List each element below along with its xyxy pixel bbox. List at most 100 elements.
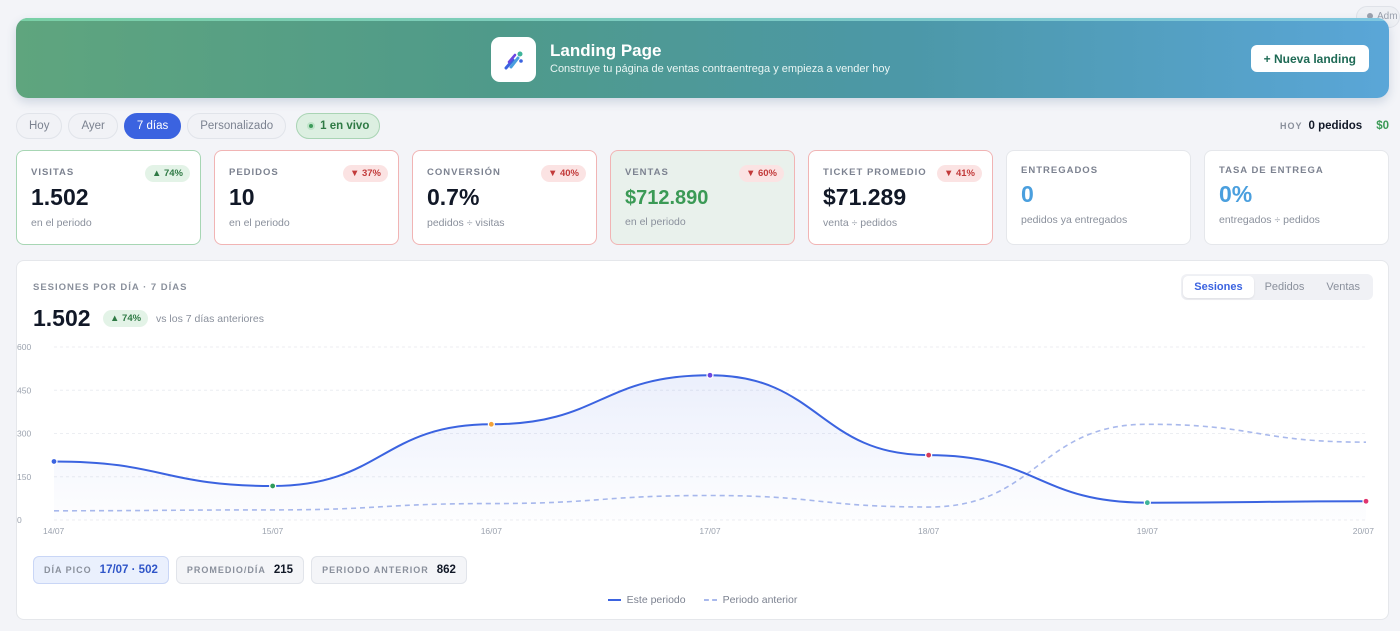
chart-total: 1.502: [33, 305, 91, 331]
kpi-label: CONVERSIÓN: [427, 167, 501, 178]
stat-previous-period: PERIODO ANTERIOR 862: [311, 556, 467, 584]
kpi-value: $71.289: [823, 184, 907, 210]
new-landing-button[interactable]: + Nueva landing: [1250, 45, 1369, 72]
data-point: [925, 451, 933, 459]
today-summary: HOY 0 pedidos $0: [1280, 120, 1389, 132]
filter-custom[interactable]: Personalizado: [187, 113, 287, 139]
kpi-subtitle: pedidos ya entregados: [1021, 214, 1128, 226]
x-tick-label: 19/07: [1137, 526, 1159, 536]
date-filter-bar: Hoy Ayer 7 días Personalizado 1 en vivo: [16, 113, 381, 139]
banner-title: Landing Page: [550, 41, 662, 60]
kpi-label: VISITAS: [31, 167, 75, 178]
data-point: [487, 420, 495, 428]
kpi-value: 1.502: [31, 184, 89, 210]
filter-yesterday[interactable]: Ayer: [68, 113, 118, 139]
kpi-subtitle: en el periodo: [625, 216, 686, 228]
kpi-card-conversion[interactable]: CONVERSIÓN ▼ 40% 0.7% pedidos ÷ visitas: [412, 150, 597, 245]
data-point: [269, 482, 277, 490]
legend-current-label: Este periodo: [626, 594, 686, 606]
kpi-trend-badge: ▼ 41%: [936, 165, 982, 182]
filter-today[interactable]: Hoy: [16, 113, 63, 139]
series-current-area: [54, 375, 1366, 520]
kpi-value: 0%: [1219, 181, 1253, 207]
stat-value: 17/07 · 502: [99, 564, 158, 576]
chart-comparison-text: vs los 7 días anteriores: [156, 313, 264, 325]
kpi-label: PEDIDOS: [229, 167, 279, 178]
kpi-value: $712.890: [625, 187, 709, 209]
kpi-label: TICKET PROMEDIO: [823, 167, 927, 178]
data-point: [1143, 499, 1151, 507]
y-tick-label: 0: [17, 515, 22, 525]
kpi-trend-badge: ▼ 60%: [738, 165, 784, 182]
stat-label: PROMEDIO/DÍA: [186, 565, 266, 575]
legend-current[interactable]: Este periodo: [607, 594, 686, 606]
y-tick-label: 600: [17, 342, 31, 352]
legend-previous[interactable]: Periodo anterior: [703, 594, 798, 606]
metric-toggle: Sesiones Pedidos Ventas: [1181, 274, 1373, 300]
kpi-trend-badge: ▲ 74%: [144, 165, 190, 182]
x-tick-label: 20/07: [1353, 526, 1375, 536]
chart-stats: DÍA PICO 17/07 · 502 PROMEDIO/DÍA 215 PE…: [33, 556, 467, 584]
kpi-subtitle: entregados ÷ pedidos: [1219, 214, 1320, 226]
stat-value: 862: [436, 564, 456, 576]
live-count: 1 en vivo: [320, 120, 370, 132]
kpi-card-tasa-entrega[interactable]: TASA DE ENTREGA 0% entregados ÷ pedidos: [1204, 150, 1389, 245]
tab-sesiones[interactable]: Sesiones: [1183, 276, 1254, 298]
kpi-card-pedidos[interactable]: PEDIDOS ▼ 37% 10 en el periodo: [214, 150, 399, 245]
x-tick-label: 15/07: [262, 526, 284, 536]
kpi-subtitle: en el periodo: [31, 217, 92, 229]
today-amount: $0: [1376, 120, 1389, 132]
kpi-card-ventas[interactable]: VENTAS ▼ 60% $712.890 en el periodo: [610, 150, 795, 245]
today-label: HOY: [1280, 121, 1303, 131]
filter-7-days[interactable]: 7 días: [123, 113, 182, 139]
kpi-value: 0: [1021, 181, 1034, 207]
x-tick-label: 14/07: [43, 526, 65, 536]
kpi-subtitle: en el periodo: [229, 217, 290, 229]
kpi-trend-badge: ▼ 37%: [342, 165, 388, 182]
kpi-row: VISITAS ▲ 74% 1.502 en el periodo PEDIDO…: [16, 150, 1389, 245]
data-point: [50, 457, 58, 466]
legend-previous-label: Periodo anterior: [722, 594, 798, 606]
landing-banner: Landing Page Construye tu página de vent…: [16, 18, 1389, 98]
data-point: [706, 371, 714, 379]
kpi-subtitle: pedidos ÷ visitas: [427, 217, 505, 229]
data-point: [1362, 497, 1370, 505]
stat-peak-day: DÍA PICO 17/07 · 502: [33, 556, 169, 584]
x-tick-label: 16/07: [481, 526, 503, 536]
admin-status-dot: [1367, 13, 1373, 20]
chart-legend: Este periodo Periodo anterior: [17, 594, 1388, 606]
kpi-value: 10: [229, 184, 255, 210]
x-tick-label: 18/07: [918, 526, 940, 536]
stat-daily-average: PROMEDIO/DÍA 215: [175, 556, 305, 584]
kpi-subtitle: venta ÷ pedidos: [823, 217, 898, 229]
live-dot-icon: [307, 122, 316, 130]
kpi-card-ticket-promedio[interactable]: TICKET PROMEDIO ▼ 41% $71.289 venta ÷ pe…: [808, 150, 993, 245]
landing-logo-icon: [491, 37, 536, 82]
kpi-trend-badge: ▼ 40%: [540, 165, 586, 182]
x-tick-label: 17/07: [699, 526, 721, 536]
tab-pedidos[interactable]: Pedidos: [1254, 276, 1316, 298]
stat-value: 215: [273, 564, 294, 576]
tab-ventas[interactable]: Ventas: [1315, 276, 1371, 298]
chart-trend-badge: ▲ 74%: [103, 310, 149, 327]
sessions-chart-panel: SESIONES POR DÍA · 7 DÍAS 1.502 ▲ 74% vs…: [16, 260, 1389, 620]
kpi-card-visitas[interactable]: VISITAS ▲ 74% 1.502 en el periodo: [16, 150, 201, 245]
y-tick-label: 300: [17, 429, 31, 439]
kpi-label: ENTREGADOS: [1021, 165, 1099, 176]
y-tick-label: 450: [17, 385, 31, 395]
chart-section-label: SESIONES POR DÍA · 7 DÍAS: [33, 282, 188, 293]
banner-subtitle: Construye tu página de ventas contraentr…: [550, 63, 890, 75]
kpi-value: 0.7%: [427, 184, 480, 210]
admin-label: Adm: [1377, 11, 1398, 22]
stat-label: PERIODO ANTERIOR: [322, 565, 429, 575]
sessions-line-chart: 0 150 300 450 600 14/07 15/07 16/07 17/07 18/07 19…: [17, 342, 1375, 536]
y-tick-label: 150: [17, 472, 31, 482]
kpi-label: TASA DE ENTREGA: [1219, 165, 1324, 176]
legend-dashed-line-icon: [703, 599, 717, 601]
live-visitors-badge[interactable]: 1 en vivo: [296, 113, 381, 139]
today-orders: 0 pedidos: [1308, 120, 1363, 132]
legend-solid-line-icon: [607, 599, 621, 601]
kpi-card-entregados[interactable]: ENTREGADOS 0 pedidos ya entregados: [1006, 150, 1191, 245]
kpi-label: VENTAS: [625, 167, 669, 178]
stat-label: DÍA PICO: [44, 565, 92, 575]
